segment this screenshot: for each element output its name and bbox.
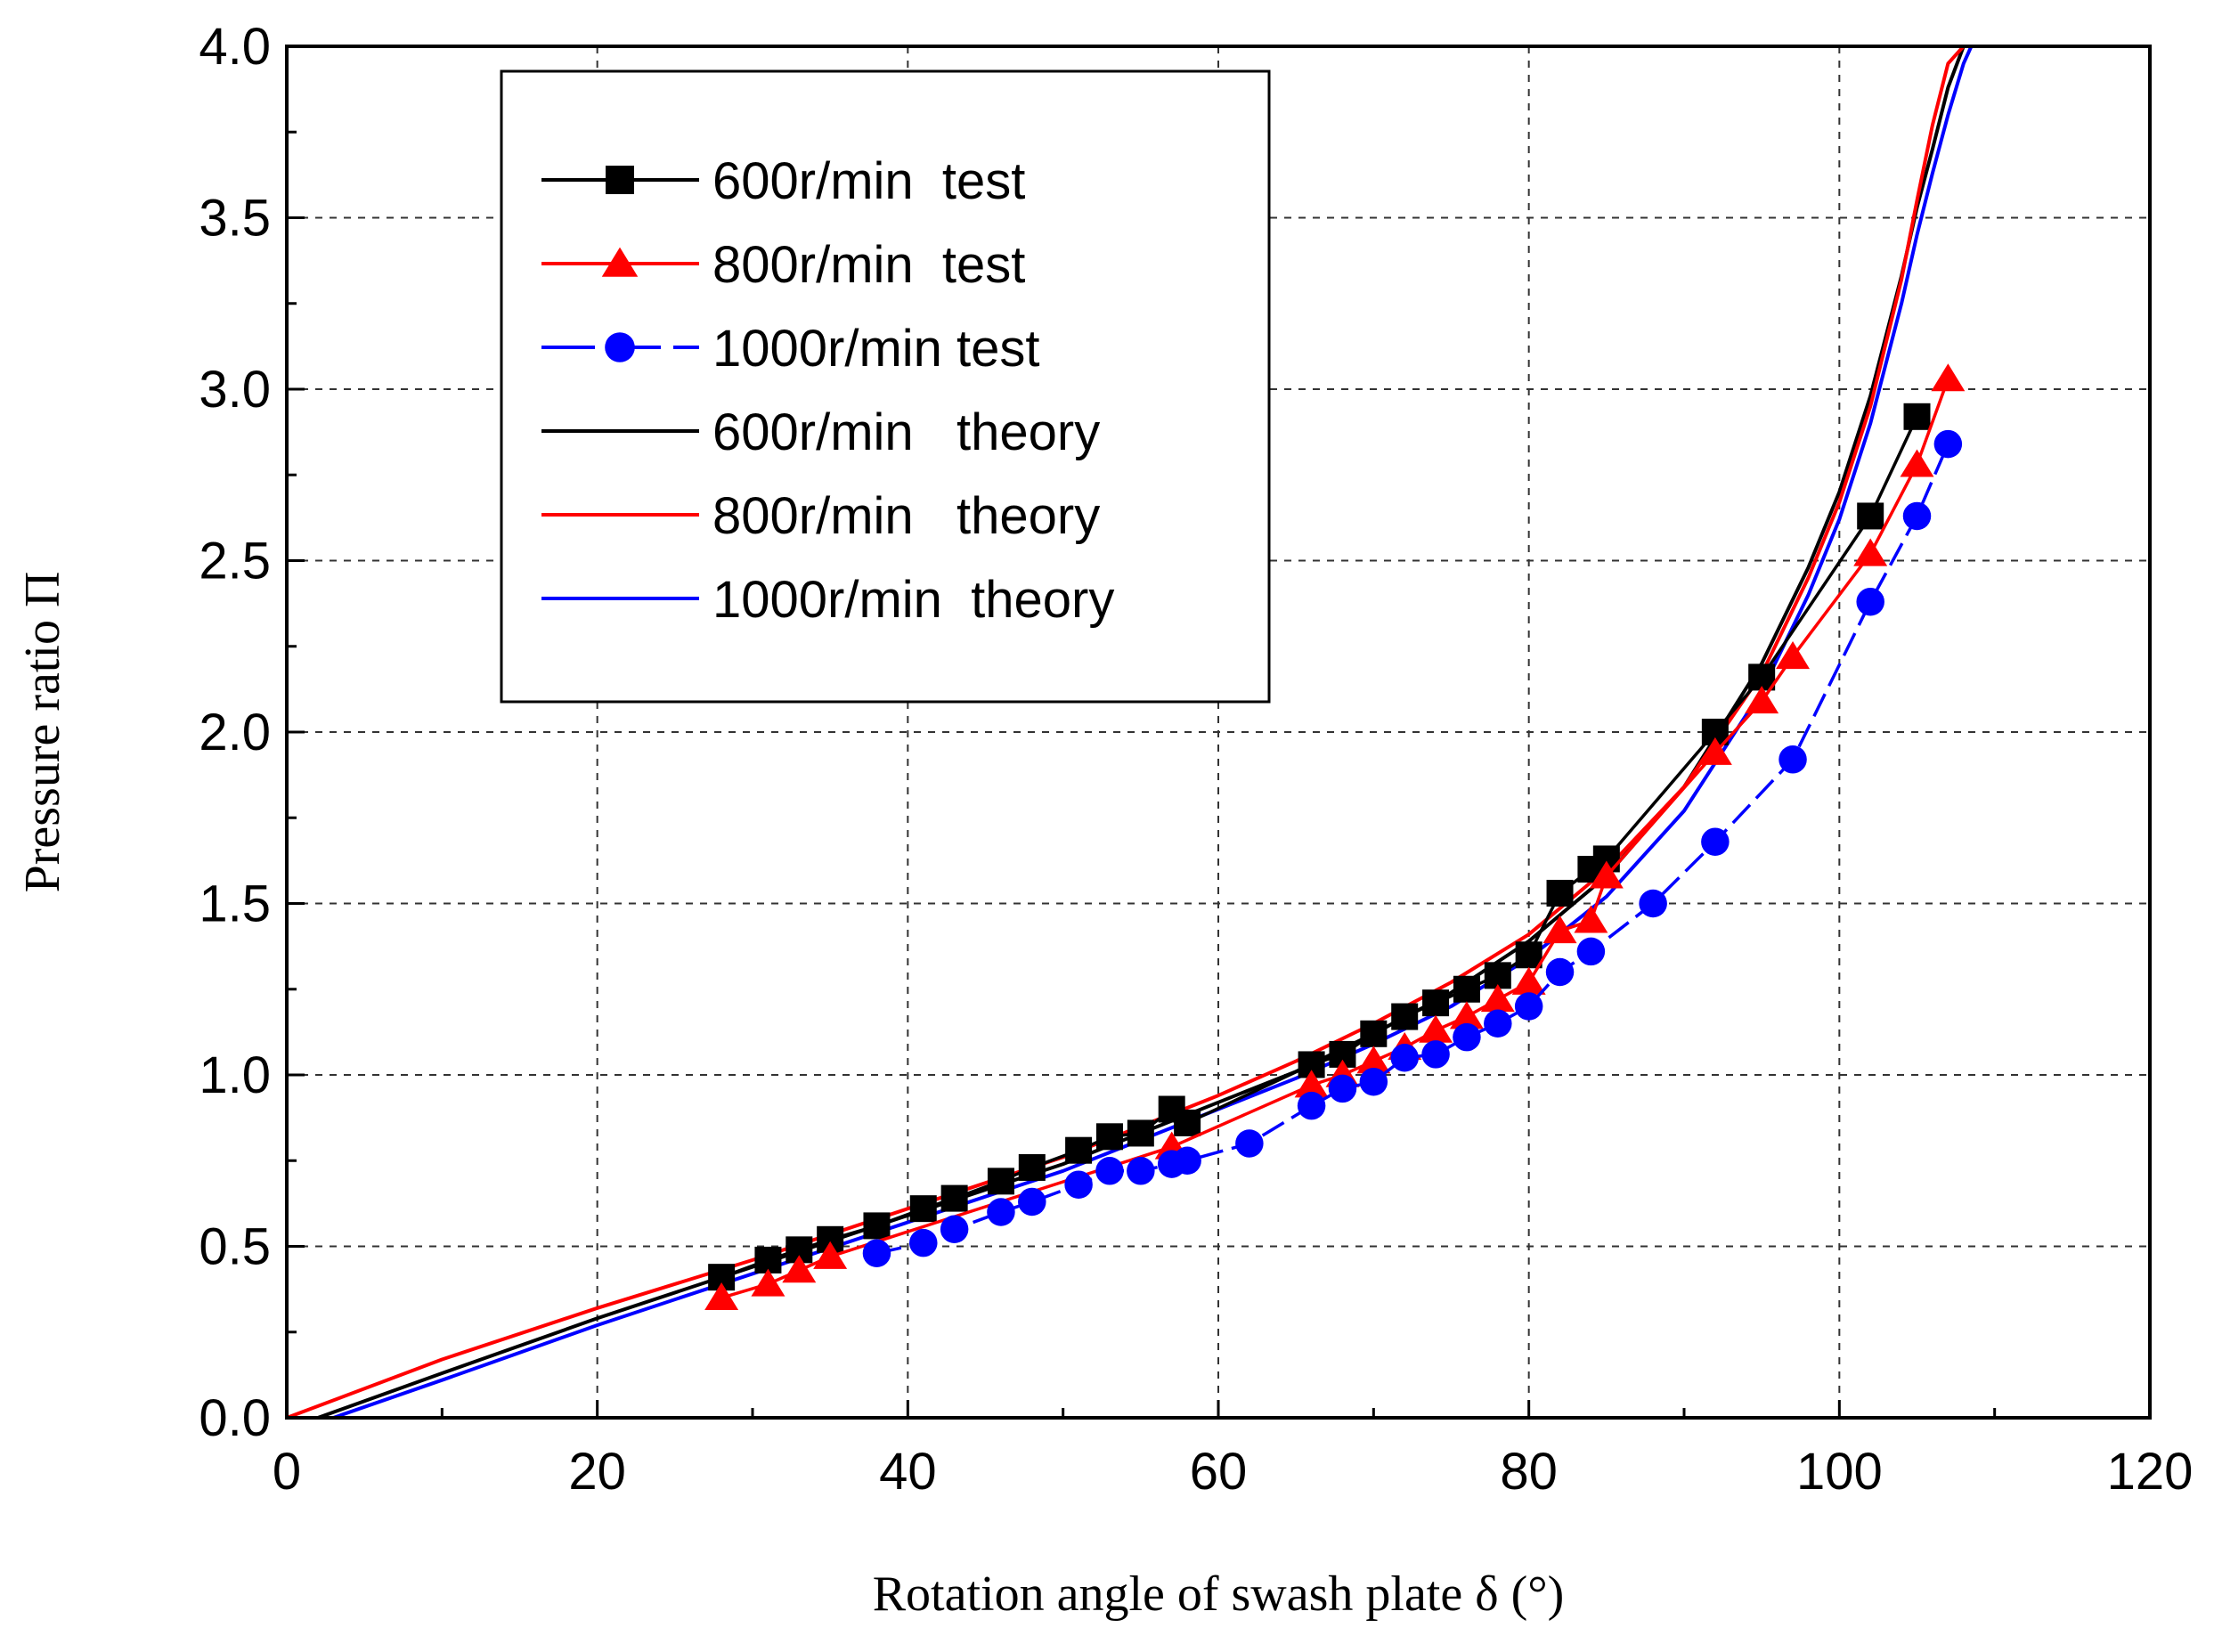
legend-label-2: 1000r/min test (712, 320, 1040, 378)
data-point-triangle (1853, 538, 1888, 566)
data-point-square (1095, 1123, 1123, 1151)
data-point-circle (1328, 1074, 1357, 1103)
y-tick-label: 0.5 (199, 1218, 271, 1276)
y-tick-label: 0.0 (199, 1389, 271, 1447)
data-point-square (606, 166, 634, 194)
data-point-circle (1173, 1146, 1201, 1175)
data-point-circle (1127, 1157, 1155, 1185)
x-tick-label: 100 (1796, 1443, 1883, 1501)
data-point-circle (1453, 1022, 1481, 1052)
data-point-square (909, 1195, 937, 1223)
data-point-triangle (751, 1268, 785, 1297)
data-point-circle (1576, 937, 1606, 966)
data-point-triangle (1589, 860, 1624, 889)
y-tick-label: 3.5 (199, 190, 271, 248)
data-point-circle (1639, 889, 1667, 918)
y-tick-label: 4.0 (199, 18, 271, 76)
data-point-square (1857, 502, 1884, 530)
x-tick-label: 80 (1500, 1443, 1558, 1501)
data-point-circle (1545, 957, 1575, 987)
data-point-square (1127, 1119, 1154, 1147)
data-point-circle (940, 1215, 969, 1243)
data-point-triangle (1449, 1001, 1484, 1029)
data-point-circle (1359, 1067, 1388, 1096)
legend: 600r/min test 800r/min test 1000r/min test… (500, 69, 1271, 704)
legend-label-3: 600r/min theory (712, 403, 1100, 461)
data-point-circle (1484, 1009, 1512, 1038)
data-point-circle (1018, 1187, 1046, 1217)
legend-label-1: 800r/min test (712, 236, 1025, 294)
data-point-triangle (1511, 966, 1546, 995)
x-tick-label: 0 (273, 1443, 301, 1501)
y-axis-title: Pressure ratio Π (15, 572, 70, 893)
data-point-square (1174, 1109, 1201, 1136)
data-point-circle (1235, 1129, 1264, 1158)
data-point-triangle (1574, 905, 1608, 933)
legend-label-5: 1000r/min theory (712, 571, 1114, 629)
data-point-circle (1421, 1040, 1450, 1069)
data-point-triangle (1931, 363, 1966, 392)
data-point-triangle (601, 247, 639, 277)
data-point-circle (1390, 1044, 1419, 1072)
data-point-circle (1701, 827, 1730, 856)
data-point-circle (1514, 992, 1543, 1021)
data-point-square (940, 1184, 968, 1212)
x-axis-title: Rotation angle of swash plate δ (°) (873, 1567, 1565, 1622)
data-point-square (1018, 1153, 1046, 1181)
y-tick-label: 1.0 (199, 1046, 271, 1104)
data-point-triangle (1419, 1014, 1453, 1043)
data-point-triangle (1480, 984, 1515, 1013)
series-0 (708, 403, 1931, 1291)
data-point-square (1360, 1020, 1388, 1047)
data-point-square (1515, 941, 1542, 969)
series-line (332, 45, 1974, 1420)
data-point-square (1065, 1136, 1093, 1164)
axis-ticks (285, 45, 2152, 1420)
x-tick-label: 120 (2107, 1443, 2194, 1501)
data-point-triangle (1356, 1046, 1391, 1074)
data-point-circle (1297, 1091, 1326, 1120)
data-point-square (1903, 403, 1931, 430)
series-5 (332, 45, 1974, 1420)
data-point-circle (605, 332, 635, 362)
data-point-triangle (704, 1282, 739, 1311)
data-point-circle (1779, 745, 1807, 774)
series-layer (286, 45, 1974, 1420)
y-tick-label: 2.5 (199, 533, 271, 590)
data-point-triangle (1294, 1070, 1329, 1098)
data-point-square (987, 1168, 1014, 1195)
legend-label-0: 600r/min test (712, 152, 1025, 210)
y-tick-label: 3.0 (199, 361, 271, 419)
data-point-circle (909, 1228, 938, 1257)
data-point-triangle (782, 1255, 817, 1283)
data-point-triangle (1697, 736, 1732, 765)
data-point-triangle (1745, 686, 1779, 714)
data-point-square (863, 1212, 891, 1240)
x-tick-label: 20 (568, 1443, 626, 1501)
data-point-square (1453, 975, 1480, 1003)
series-2 (862, 429, 1963, 1267)
y-tick-label: 2.0 (199, 704, 271, 761)
x-tick-label: 40 (879, 1443, 937, 1501)
data-point-circle (987, 1198, 1015, 1226)
x-tick-label: 60 (1190, 1443, 1248, 1501)
data-point-circle (1933, 429, 1963, 459)
data-point-square (1546, 879, 1574, 907)
data-point-circle (1095, 1157, 1124, 1185)
data-point-triangle (1776, 641, 1811, 670)
data-point-circle (1856, 587, 1884, 616)
tick-labels: 0 20 40 60 80 100 120 0.0 0.5 1.0 1.5 2.0 2.5 3.0 3.5 4… (199, 18, 2193, 1501)
data-point-triangle (1900, 449, 1934, 477)
data-point-circle (1902, 501, 1932, 531)
data-point-square (1422, 989, 1450, 1017)
data-point-triangle (813, 1241, 848, 1269)
data-point-square (1391, 1003, 1419, 1030)
data-point-circle (862, 1239, 891, 1267)
data-point-circle (1064, 1170, 1093, 1199)
y-tick-label: 1.5 (199, 875, 271, 933)
legend-label-4: 800r/min theory (712, 487, 1100, 545)
data-point-triangle (1542, 916, 1577, 944)
